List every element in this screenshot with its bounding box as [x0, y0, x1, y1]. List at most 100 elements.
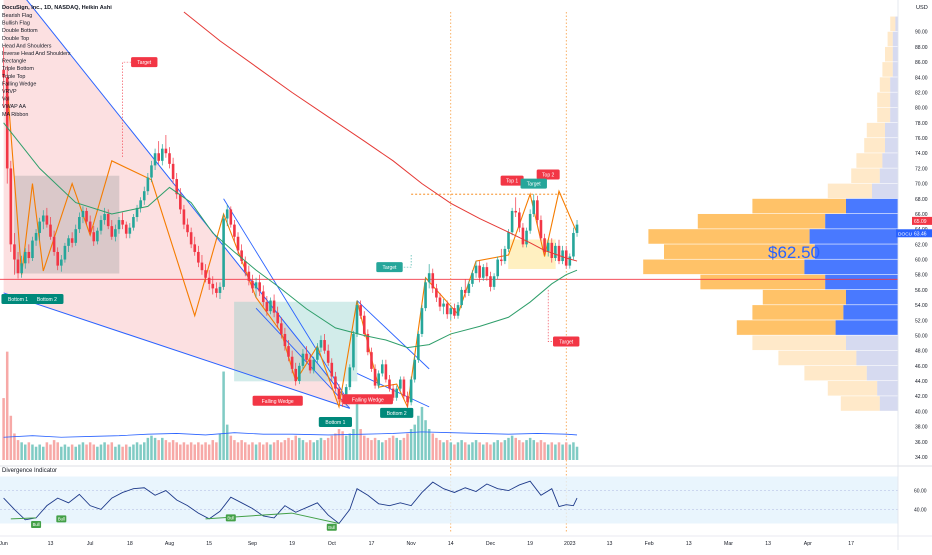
volume-bar [49, 444, 52, 460]
volume-bar [518, 440, 521, 460]
volume-bar [92, 444, 96, 460]
candle-body [197, 251, 200, 263]
volume-bar [5, 351, 9, 460]
volume-bar [60, 446, 63, 460]
candle-body [463, 289, 467, 293]
price-tick-label: 90.00 [915, 30, 928, 36]
volume-bar [496, 440, 499, 460]
candle-body [442, 303, 445, 307]
ma-fast-line [3, 122, 578, 349]
target-label: Target [559, 340, 574, 346]
price-tick-label: 72.00 [915, 166, 928, 172]
candle-body [287, 346, 290, 357]
pattern-label-box [342, 394, 393, 405]
volume-bar [471, 442, 474, 460]
volume-bar [564, 442, 568, 460]
candle-body [5, 77, 9, 169]
ticker-badge: DOCU [898, 231, 913, 237]
pattern-label-box [380, 407, 414, 418]
candle-body [536, 200, 539, 221]
volume-bar [74, 446, 77, 460]
candle-body [9, 168, 13, 245]
pattern-label-box [30, 294, 64, 305]
pattern-label-box [318, 417, 352, 428]
bull-label: Bull [33, 522, 40, 527]
vp-bar-sell [752, 305, 844, 320]
volume-bar [85, 444, 88, 460]
candle-body [121, 220, 124, 225]
volume-bar [175, 442, 178, 460]
candle-body [326, 350, 330, 363]
candle-body [182, 209, 186, 225]
price-tick-label: 42.00 [915, 394, 928, 400]
indicator-legend-item: Double Bottom [2, 28, 38, 34]
volume-bar [528, 437, 532, 460]
volume-bar [507, 437, 510, 460]
indicator-legend-item: Head And Shoulders [2, 43, 52, 49]
candle-body [103, 213, 106, 221]
vp-bar-sell [804, 365, 867, 381]
candle-body [481, 267, 485, 278]
candle-body [186, 224, 189, 233]
volume-bar [106, 444, 110, 460]
volume-bar [276, 440, 279, 460]
volume-bar [161, 437, 164, 460]
volume-bar [366, 437, 370, 460]
candle-body [528, 213, 532, 231]
ma-slow-line [183, 11, 578, 262]
candle-body [312, 359, 316, 371]
volume-bar [179, 444, 182, 460]
time-tick-label: 13 [48, 541, 54, 547]
candle-body [420, 308, 424, 334]
vp-bar-sell [736, 320, 836, 335]
volume-bar [229, 435, 233, 460]
volume-bar [16, 440, 20, 460]
volume-bar [78, 444, 81, 460]
candle-body [521, 227, 525, 245]
candle-body [471, 273, 474, 284]
pattern-label: Bottom 1 [8, 297, 28, 303]
vp-bar-buy [843, 305, 898, 320]
volume-bar [362, 435, 366, 460]
indicator-legend-item: Bearish Flag [2, 13, 32, 19]
time-tick-label: Dec [486, 541, 496, 547]
candle-body [337, 388, 341, 400]
volume-bar [435, 437, 438, 460]
volume-bar [110, 442, 114, 460]
price-tick-label: 84.00 [915, 75, 928, 81]
vp-bar-buy [885, 138, 898, 153]
candle-body [222, 218, 225, 287]
volume-bar [157, 440, 160, 460]
volume-bars [2, 351, 579, 460]
price-tick-label: 88.00 [915, 45, 928, 51]
volume-bar [128, 446, 132, 460]
price-tick-label: 40.00 [915, 409, 928, 415]
pattern-label: Bottom 2 [387, 411, 407, 417]
candle-body [99, 220, 103, 231]
bull-label-box [225, 514, 236, 522]
candle-body [146, 177, 150, 192]
time-tick-label: Aug [165, 541, 174, 547]
volume-bar [290, 440, 294, 460]
vp-bar-sell [887, 31, 893, 47]
candle-body [67, 238, 70, 246]
time-tick-label: 17 [369, 541, 375, 547]
bull-label: Bull [58, 516, 65, 521]
price-tick-label: 78.00 [915, 121, 928, 127]
candle-body [572, 232, 575, 257]
vp-bar-sell [697, 213, 826, 229]
vp-bar-buy [804, 259, 898, 275]
vp-bar-buy [892, 46, 898, 62]
volume-bar [575, 446, 579, 460]
price-tick-label: 58.00 [915, 273, 928, 279]
volume-bar [294, 435, 297, 460]
candle-body [60, 259, 63, 266]
volume-bar [251, 442, 254, 460]
candle-body [373, 368, 377, 386]
price-tick-label: 74.00 [915, 151, 928, 157]
price-tick-label: 86.00 [915, 60, 928, 66]
candle-body [384, 364, 388, 380]
